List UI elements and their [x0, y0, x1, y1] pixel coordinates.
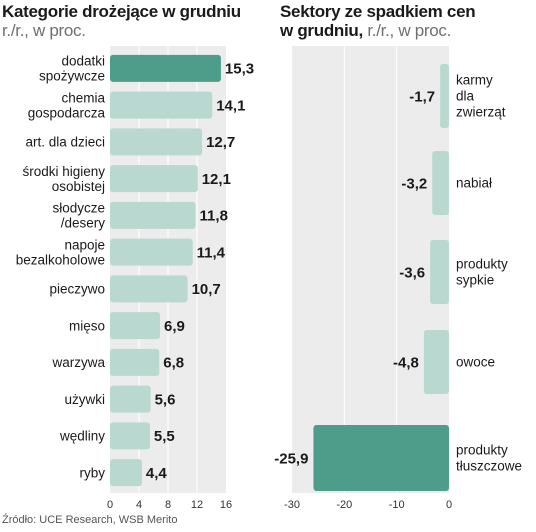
left-value-label: 11,4: [197, 244, 226, 261]
left-bar: [110, 54, 221, 82]
left-value-label: 5,6: [155, 391, 176, 408]
left-value-label: 15,3: [225, 61, 254, 78]
left-value-label: 6,8: [163, 355, 184, 372]
left-category-label: dodatki spożywcze: [39, 54, 105, 84]
right-chart-panel: [292, 46, 449, 493]
right-category-label: karmy dla zwierząt: [456, 73, 506, 120]
right-bar: [432, 151, 449, 215]
right-chart-title-line1: Sektory ze spadkiem cen: [280, 2, 476, 21]
right-value-label: -3,6: [399, 264, 425, 281]
right-bar: [423, 330, 449, 394]
right-category-label: produkty sypkie: [456, 257, 508, 288]
right-chart-title: Sektory ze spadkiem cen w grudniu, r./r.…: [280, 2, 536, 40]
left-bar: [110, 422, 150, 450]
left-value-label: 14,1: [216, 97, 245, 114]
right-chart-unit: r./r., w proc.: [367, 21, 452, 40]
left-chart-title: Kategorie drożejące w grudniu r./r., w p…: [2, 2, 264, 40]
left-bar: [110, 165, 198, 193]
left-category-label: art. dla dzieci: [25, 135, 105, 150]
left-category-label: używki: [64, 392, 105, 407]
left-x-tick-label: 4: [136, 499, 142, 511]
source-note: Źródło: UCE Research, WSB Merito: [2, 514, 178, 526]
left-value-label: 12,7: [206, 134, 235, 151]
left-bar: [110, 312, 161, 340]
left-category-label: słodycze/desery: [52, 201, 105, 231]
right-x-tick-label: -10: [389, 499, 405, 511]
right-value-label: -1,7: [409, 88, 435, 105]
right-bar: [440, 64, 449, 128]
left-x-tick-label: 12: [191, 499, 203, 511]
left-bar: [110, 275, 188, 303]
left-chart-title-text: Kategorie drożejące w grudniu: [2, 2, 241, 21]
left-category-label: mięso: [69, 318, 105, 333]
left-category-label: ryby: [79, 465, 105, 480]
left-bar: [110, 459, 142, 487]
right-bar: [430, 240, 449, 304]
left-bar: [110, 128, 203, 156]
left-category-label: pieczywo: [49, 282, 105, 297]
left-value-label: 4,4: [146, 465, 168, 482]
left-category-label: warzywa: [51, 355, 105, 370]
left-value-label: 10,7: [192, 281, 221, 298]
left-category-label: napoje bezalkoholowe: [16, 237, 105, 267]
right-value-label: -3,2: [401, 175, 427, 192]
right-category-label: produkty tłuszczowe: [456, 443, 522, 474]
left-value-label: 11,8: [200, 208, 228, 225]
right-x-tick-label: -30: [284, 499, 300, 511]
left-x-tick-label: 16: [220, 499, 232, 511]
left-category-label: środki higieny osobistej: [22, 164, 105, 194]
left-category-label: wędliny: [59, 429, 105, 444]
left-value-label: 5,5: [154, 428, 175, 445]
left-x-tick-label: 0: [107, 499, 113, 511]
left-value-label: 6,9: [164, 318, 185, 335]
right-category-label: owoce: [456, 355, 495, 370]
right-bar: [313, 425, 449, 491]
right-value-label: -25,9: [274, 450, 308, 467]
left-bar: [110, 385, 151, 413]
left-category-label: chemia gospodarcza: [28, 90, 106, 120]
left-value-label: 12,1: [202, 171, 231, 188]
left-bar: [110, 238, 193, 266]
right-value-label: -4,8: [393, 354, 419, 371]
left-bar: [110, 91, 213, 119]
right-chart-title-line2: w grudniu,: [280, 21, 363, 40]
left-bar: [110, 348, 160, 376]
left-bar: [110, 201, 196, 229]
right-x-tick-label: -20: [336, 499, 352, 511]
right-category-label: nabiał: [456, 176, 492, 191]
left-x-tick-label: 8: [165, 499, 171, 511]
right-x-tick-label: 0: [446, 499, 452, 511]
left-chart-unit: r./r., w proc.: [2, 21, 86, 40]
